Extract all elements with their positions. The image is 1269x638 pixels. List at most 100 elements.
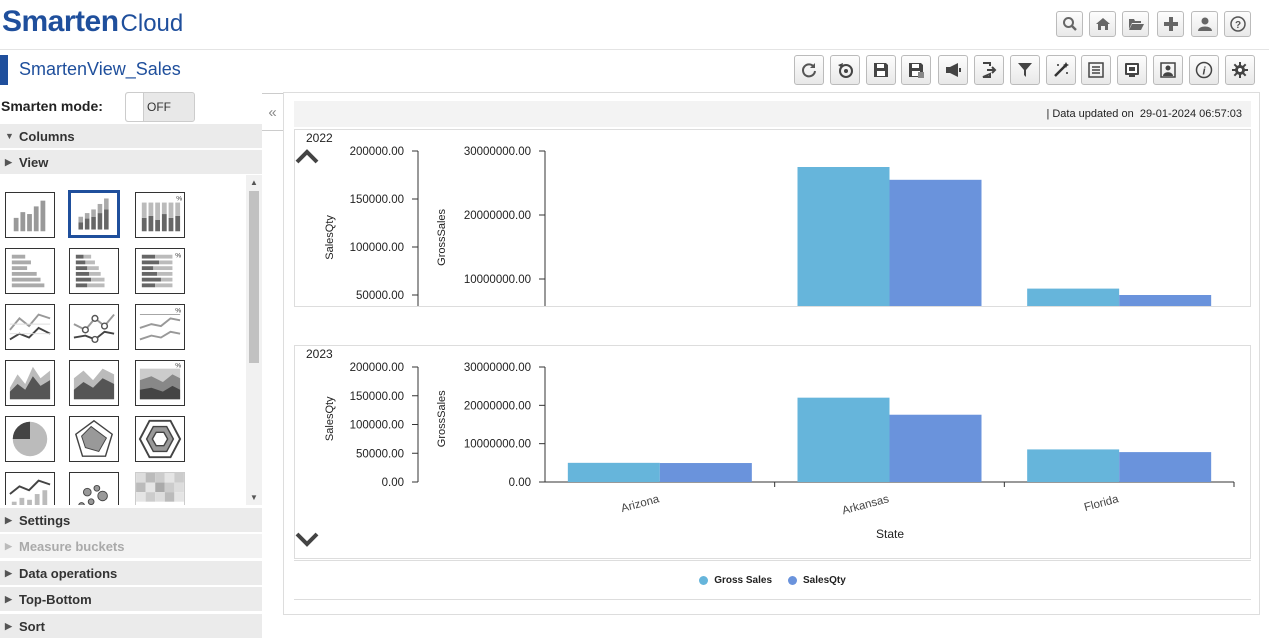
chart-type-stacked-bar[interactable]: [69, 248, 119, 294]
y-axis-title-salesqty: SalesQty: [324, 396, 336, 441]
magic-wand-button[interactable]: [1046, 55, 1076, 85]
caret-right-icon: ▶: [5, 620, 12, 631]
y-tick-label-salesqty: 100000.00: [350, 242, 404, 254]
image-button[interactable]: [1153, 55, 1183, 85]
data-updated-label: | Data updated on: [1046, 108, 1134, 120]
stacked-area-icon: [73, 368, 115, 400]
chart-type-percent-line[interactable]: %: [135, 304, 185, 350]
app-logo[interactable]: SmartenCloud: [2, 5, 183, 39]
y-tick-label-salesqty: 0.00: [382, 477, 404, 489]
scroll-down-icon[interactable]: ▼: [250, 493, 258, 502]
settings-button[interactable]: [1225, 55, 1255, 85]
y-tick-label-grosssales: 20000000.00: [464, 210, 531, 222]
y-tick-label-grosssales: 20000000.00: [464, 400, 531, 412]
heatmap-icon: [136, 473, 184, 502]
svg-text:%: %: [175, 253, 181, 260]
percent-line-icon: %: [139, 308, 181, 341]
chart-type-percent-area[interactable]: %: [135, 360, 185, 406]
smarten-mode-toggle[interactable]: OFF: [125, 92, 195, 122]
combo-chart-icon: [9, 479, 51, 505]
section-sort[interactable]: ▶ Sort: [0, 614, 262, 638]
view-title: SmartenView_Sales: [19, 59, 181, 79]
radar-chart-icon: [74, 419, 114, 457]
caret-right-icon: ▶: [5, 567, 12, 578]
bar-grosssales-florida: [1027, 449, 1120, 482]
presentation-button[interactable]: [1117, 55, 1147, 85]
open-button[interactable]: [1122, 11, 1149, 37]
bar-salesqty-florida: [1119, 452, 1212, 482]
section-measure-buckets[interactable]: ▶ Measure buckets: [0, 534, 262, 558]
section-label: Sort: [19, 618, 45, 634]
chart-type-column[interactable]: [5, 192, 55, 238]
chart-type-line[interactable]: [5, 304, 55, 350]
pie-chart-icon: [12, 421, 48, 457]
y-tick-label-salesqty: 150000.00: [350, 391, 404, 403]
legend-dot-icon: [788, 575, 797, 585]
search-button[interactable]: [1056, 11, 1083, 37]
percent-column-icon: %: [141, 196, 182, 232]
section-columns[interactable]: ▼ Columns: [0, 124, 262, 148]
bar-grosssales-arizona: [567, 462, 660, 482]
main-panel: | Data updated on 29-01-2024 06:57:03 20…: [283, 92, 1260, 615]
chart-type-percent-stacked-bar[interactable]: %: [135, 248, 185, 294]
legend-item-sales-qty[interactable]: SalesQty: [788, 575, 846, 586]
scroll-up-icon[interactable]: ▲: [250, 178, 258, 187]
export-button[interactable]: [974, 55, 1004, 85]
column-chart-icon: [13, 200, 46, 232]
y-tick-label-grosssales: 0.00: [509, 477, 531, 489]
user-button[interactable]: [1191, 11, 1218, 37]
section-view[interactable]: ▶ View: [0, 150, 262, 174]
section-label: Columns: [19, 128, 75, 144]
chart-type-radar[interactable]: [69, 416, 119, 462]
y-tick-label-grosssales: 30000000.00: [464, 362, 531, 374]
save-as-button[interactable]: [901, 55, 931, 85]
collapse-sidebar-button[interactable]: «: [262, 93, 284, 131]
y-tick-label-salesqty: 200000.00: [350, 362, 404, 374]
svg-text:%: %: [175, 363, 181, 370]
legend-item-gross-sales[interactable]: Gross Sales: [699, 575, 772, 586]
chart-legend: Gross Sales SalesQty: [294, 560, 1251, 600]
section-top-bottom[interactable]: ▶ Top-Bottom: [0, 587, 262, 611]
magic-wand-icon: [1054, 62, 1069, 77]
svg-text:%: %: [175, 308, 181, 315]
caret-right-icon: ▶: [5, 514, 12, 525]
announce-button[interactable]: [938, 55, 968, 85]
bar-salesqty-arkansas: [889, 179, 982, 306]
chart-type-area[interactable]: [5, 360, 55, 406]
info-button[interactable]: i: [1189, 55, 1219, 85]
legend-label: SalesQty: [803, 574, 846, 586]
chart-type-percent-stacked-column[interactable]: %: [135, 192, 185, 238]
y-axis-title-grosssales: GrossSales: [436, 208, 448, 265]
y-tick-label-grosssales: 30000000.00: [464, 146, 531, 158]
scroll-thumb[interactable]: [249, 191, 259, 363]
new-button[interactable]: [1157, 11, 1184, 37]
reset-view-icon: [838, 63, 853, 78]
reset-view-button[interactable]: [830, 55, 860, 85]
chart-type-stacked-column[interactable]: [69, 191, 119, 237]
chart-type-bubble[interactable]: [69, 472, 119, 505]
chart-type-stacked-area[interactable]: [69, 360, 119, 406]
refresh-button[interactable]: [794, 55, 824, 85]
chart-type-line-markers[interactable]: [69, 304, 119, 350]
chart-type-pie[interactable]: [5, 416, 55, 462]
bar-chart-icon: [11, 254, 45, 288]
section-data-operations[interactable]: ▶ Data operations: [0, 561, 262, 585]
chart-type-bar[interactable]: [5, 248, 55, 294]
chart-type-scrollbar[interactable]: ▲ ▼: [246, 175, 262, 505]
y-tick-label-salesqty: 150000.00: [350, 194, 404, 206]
home-button[interactable]: [1089, 11, 1116, 37]
y-axis-title-salesqty: SalesQty: [324, 215, 336, 260]
help-button[interactable]: ?: [1224, 11, 1251, 37]
bar-salesqty-florida: [1119, 295, 1212, 306]
chart-type-heatmap[interactable]: [135, 472, 185, 505]
save-button[interactable]: [866, 55, 896, 85]
filter-button[interactable]: [1010, 55, 1040, 85]
legend-label: Gross Sales: [714, 574, 772, 586]
list-view-button[interactable]: [1081, 55, 1111, 85]
chart-type-combo[interactable]: [5, 472, 55, 505]
section-settings[interactable]: ▶ Settings: [0, 508, 262, 532]
chart-type-polar[interactable]: [135, 416, 185, 462]
svg-text:i: i: [1202, 66, 1206, 78]
chart-panel-2023: 2023 200000.00 150000.00 100000.00 50000.00 0…: [294, 345, 1251, 559]
stacked-bar-icon: [75, 254, 105, 288]
